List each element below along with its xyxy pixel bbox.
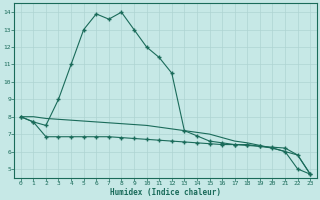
- X-axis label: Humidex (Indice chaleur): Humidex (Indice chaleur): [110, 188, 221, 197]
